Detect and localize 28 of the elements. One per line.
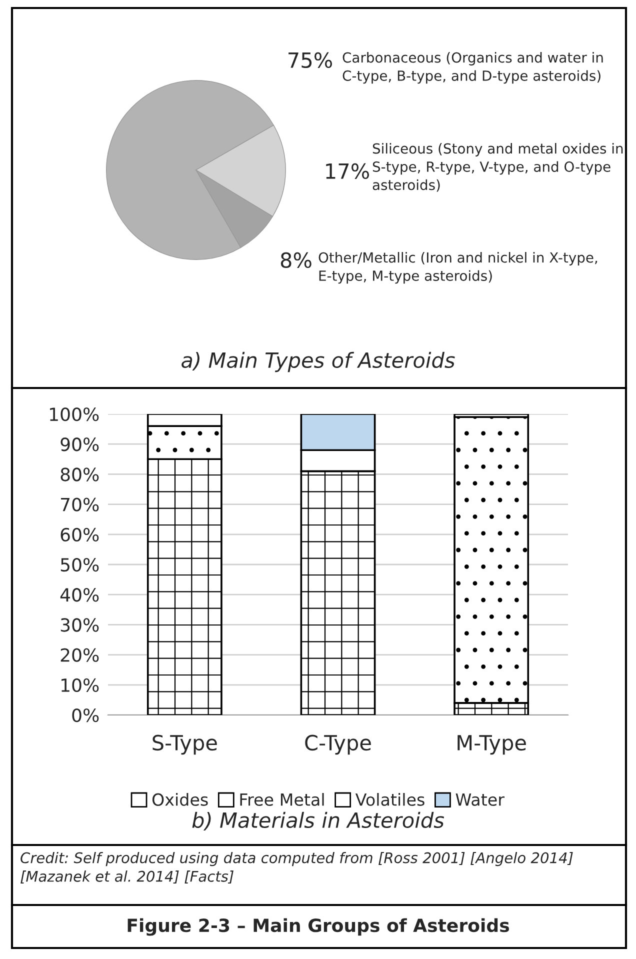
slice-label: Siliceous (Stony and metal oxides in S-type, R-type, V-type, and O-type asteroids) bbox=[372, 143, 623, 192]
data-label: 8% bbox=[280, 252, 312, 268]
legend-label: Water bbox=[456, 794, 504, 806]
y-tick-label: 50% bbox=[60, 558, 99, 572]
x-tick-label: S-Type bbox=[152, 734, 217, 755]
x-tick-label: M-Type bbox=[458, 735, 526, 755]
y-tick-label: 30% bbox=[60, 618, 99, 632]
y-tick-label: 10% bbox=[62, 678, 99, 692]
y-tick-label: 40% bbox=[60, 588, 99, 602]
x-tick-label: C-Type bbox=[305, 734, 371, 755]
slice-label: Other/Metallic (Iron and nickel in X-type, E-type, M-type asteroids) bbox=[318, 252, 598, 284]
text: Credit: Self produced using data computed from [Ross 2001] [Angelo 2014] [Mazanek et al. 2014] [Facts] bbox=[20, 852, 573, 884]
text: b) Materials in Asteroids bbox=[192, 812, 444, 830]
caption: Figure 2-3 – Main Groups of Asteroids bbox=[128, 918, 509, 936]
text: a) Main Types of Asteroids bbox=[182, 352, 455, 372]
y-tick-label: 70% bbox=[61, 498, 99, 512]
data-label: 17% bbox=[326, 163, 370, 180]
y-tick-label: 0% bbox=[72, 708, 99, 722]
slice-label: Carbonaceous (Organics and water in C-type, B-type, and D-type asteroids) bbox=[342, 52, 603, 84]
legend-label: Oxides bbox=[152, 793, 208, 806]
data-label: 75% bbox=[288, 52, 332, 68]
y-tick-label: 100% bbox=[50, 407, 99, 422]
y-tick-label: 80% bbox=[60, 468, 99, 482]
y-tick-label: 90% bbox=[60, 438, 99, 452]
legend-label: Volatiles bbox=[355, 793, 424, 806]
y-tick-label: 60% bbox=[60, 528, 99, 542]
legend-label: Free Metal bbox=[240, 793, 324, 806]
y-tick-label: 20% bbox=[60, 648, 99, 662]
